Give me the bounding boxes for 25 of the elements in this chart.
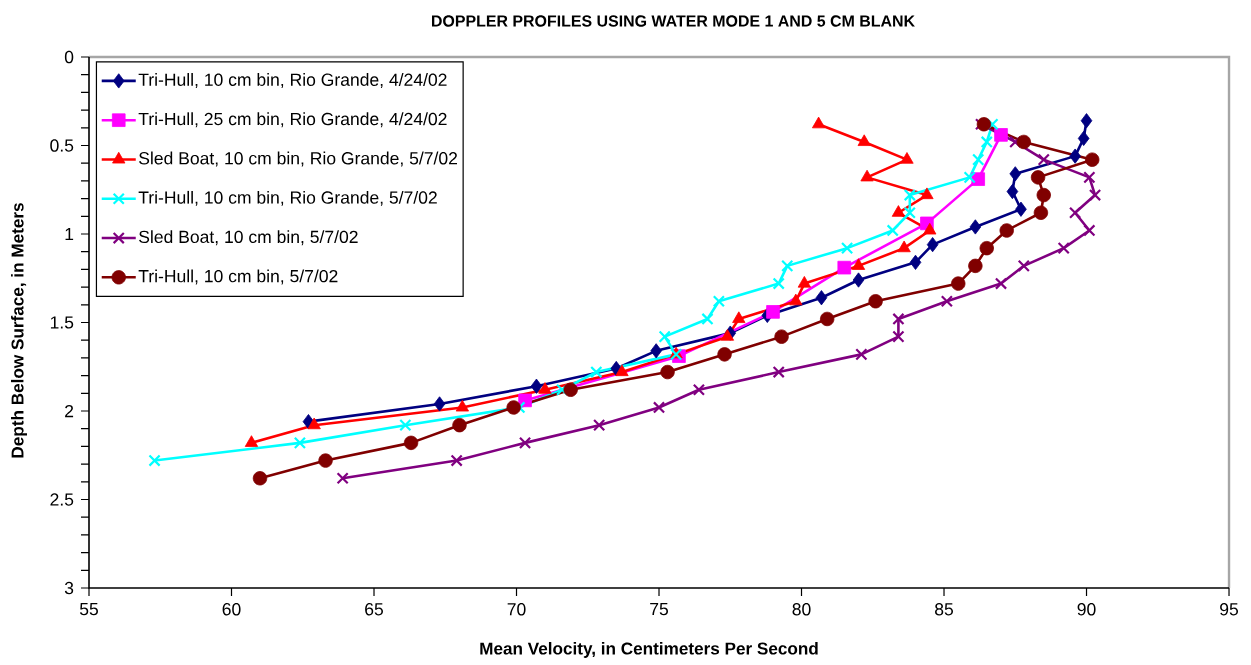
y-tick-label: 0 bbox=[64, 50, 74, 64]
legend-label: Tri-Hull, 10 cm bin, 5/7/02 bbox=[138, 269, 338, 285]
legend-label: Tri-Hull, 10 cm bin, Rio Grande, 5/7/02 bbox=[138, 190, 437, 206]
x-tick-label: 70 bbox=[507, 603, 526, 616]
legend-label: Sled Boat, 10 cm bin, 5/7/02 bbox=[139, 230, 358, 246]
y-tick-label: 0.5 bbox=[50, 139, 74, 152]
y-axis-title: Depth Below Surface, in Meters bbox=[11, 203, 27, 458]
chart-title: DOPPLER PROFILES USING WATER MODE 1 AND 5 CM BLANK bbox=[432, 15, 915, 27]
x-tick-label: 95 bbox=[1220, 603, 1239, 616]
legend-label: Sled Boat, 10 cm bin, Rio Grande, 5/7/02 bbox=[139, 151, 458, 167]
x-axis-title: Mean Velocity, in Centimeters Per Second bbox=[480, 642, 818, 658]
y-tick-label: 1 bbox=[65, 227, 74, 241]
x-tick-label: 80 bbox=[792, 603, 811, 616]
y-tick-label: 3 bbox=[64, 581, 74, 595]
x-tick-label: 75 bbox=[650, 603, 669, 616]
y-tick-label: 2 bbox=[65, 404, 74, 418]
y-tick-label: 2.5 bbox=[50, 493, 74, 506]
x-tick-label: 90 bbox=[1077, 603, 1096, 616]
legend-label: Tri-Hull, 25 cm bin, Rio Grande, 4/24/02 bbox=[138, 112, 447, 128]
x-tick-label: 85 bbox=[935, 603, 954, 616]
legend-label: Tri-Hull, 10 cm bin, Rio Grande, 4/24/02 bbox=[138, 73, 447, 88]
x-tick-label: 55 bbox=[79, 603, 98, 616]
y-tick-label: 1.5 bbox=[50, 316, 74, 329]
x-tick-label: 60 bbox=[222, 603, 241, 616]
x-tick-label: 65 bbox=[365, 603, 383, 616]
